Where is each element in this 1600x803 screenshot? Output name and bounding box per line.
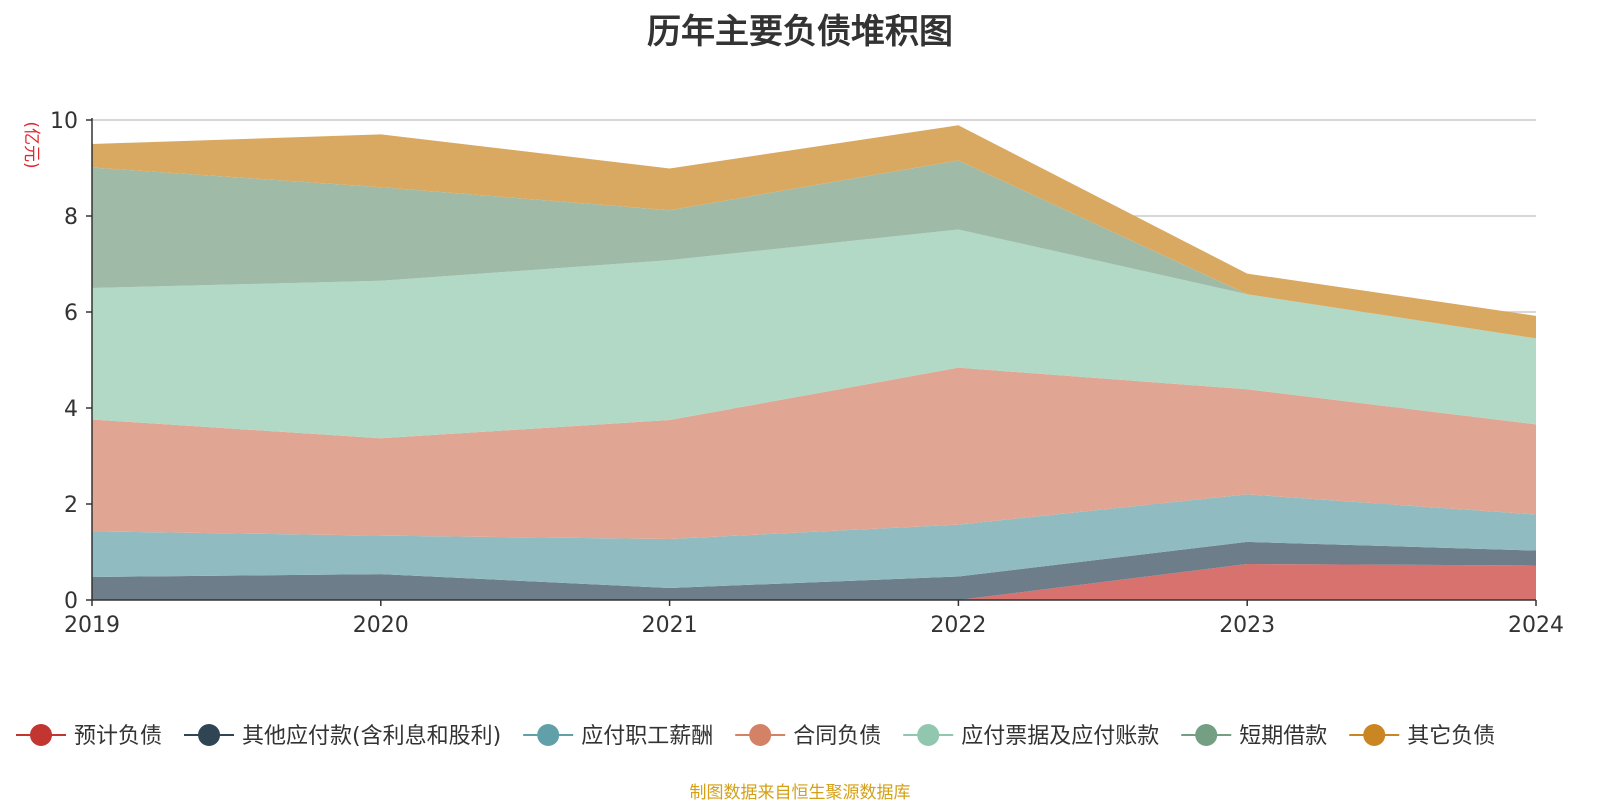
legend-marker: [1363, 724, 1386, 746]
legend-marker: [1195, 724, 1218, 746]
y-tick-label: 6: [64, 301, 78, 326]
legend-label: 短期借款: [1239, 724, 1327, 749]
legend-item-3[interactable]: 应付职工薪酬: [523, 724, 713, 749]
y-tick-label: 10: [50, 109, 78, 134]
legend-item-7[interactable]: 其它负债: [1349, 724, 1495, 749]
legend-label: 其它负债: [1407, 724, 1495, 749]
legend-marker: [917, 724, 940, 746]
area-series-4: [92, 367, 1536, 540]
legend-label: 应付职工薪酬: [581, 724, 713, 749]
x-tick-label: 2021: [642, 613, 698, 638]
area-series-2: [92, 541, 1536, 600]
area-series-7: [92, 125, 1536, 339]
y-tick-label: 4: [64, 397, 78, 422]
legend-item-2[interactable]: 其他应付款(含利息和股利): [184, 724, 501, 749]
y-tick-label: 0: [64, 589, 78, 614]
area-series-6: [92, 160, 1536, 339]
legend-item-5[interactable]: 应付票据及应付账款: [903, 724, 1159, 749]
legend-item-1[interactable]: 预计负债: [16, 724, 162, 749]
legend: 预计负债 其他应付款(含利息和股利) 应付职工薪酬 合同负债 应付票据及应付账款 短期借款…: [16, 724, 1495, 749]
legend-label: 应付票据及应付账款: [961, 724, 1159, 749]
area-series: [92, 125, 1536, 600]
legend-label: 预计负债: [74, 724, 162, 749]
x-tick-label: 2023: [1219, 613, 1275, 638]
x-tick-label: 2020: [353, 613, 409, 638]
area-series-5: [92, 229, 1536, 439]
y-tick-label: 8: [64, 205, 78, 230]
legend-marker: [30, 724, 52, 746]
legend-marker: [537, 724, 560, 746]
x-tick-label: 2022: [930, 613, 986, 638]
area-series-3: [92, 494, 1536, 588]
x-tick-label: 2019: [64, 613, 120, 638]
source-note: 制图数据来自恒生聚源数据库: [689, 783, 911, 803]
legend-item-4[interactable]: 合同负债: [735, 724, 881, 749]
tick-labels: 0 2 4 6 8 10 2019 2020 2021 2022 2023 2024: [50, 109, 1564, 638]
y-tick-label: 2: [64, 493, 78, 518]
x-tick-label: 2024: [1508, 613, 1564, 638]
axes: [91, 118, 1536, 601]
legend-label: 合同负债: [793, 724, 881, 749]
legend-item-6[interactable]: 短期借款: [1181, 724, 1327, 749]
legend-marker: [749, 724, 772, 746]
legend-label: 其他应付款(含利息和股利): [242, 724, 501, 749]
legend-marker: [198, 724, 221, 746]
chart-title: 历年主要负债堆积图: [647, 12, 953, 52]
area-series-1: [92, 564, 1536, 600]
y-axis-unit-label: (亿元): [21, 121, 41, 168]
